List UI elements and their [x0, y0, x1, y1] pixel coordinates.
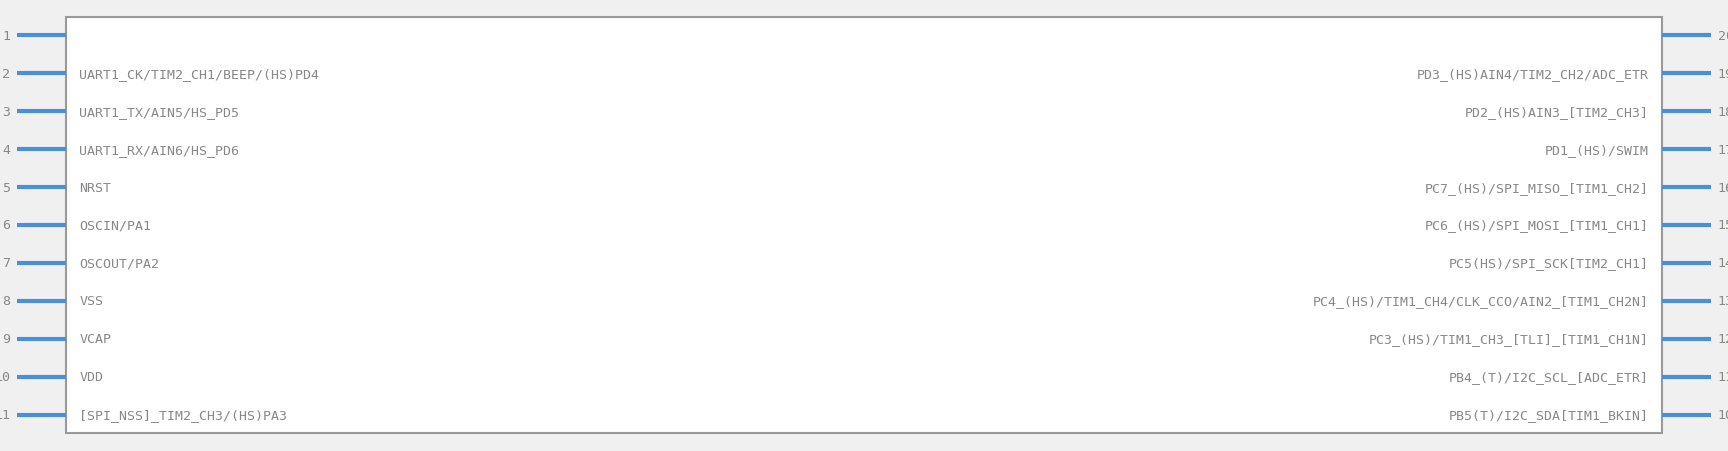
Text: 18: 18 [1718, 106, 1728, 118]
Text: OSCOUT/PA2: OSCOUT/PA2 [79, 257, 159, 270]
Text: 15: 15 [1718, 219, 1728, 232]
Text: 12: 12 [1718, 333, 1728, 345]
Text: 1: 1 [2, 30, 10, 42]
Text: 4: 4 [2, 143, 10, 156]
Text: 19: 19 [1718, 68, 1728, 80]
Text: UART1_RX/AIN6/HS_PD6: UART1_RX/AIN6/HS_PD6 [79, 143, 240, 156]
Text: VSS: VSS [79, 295, 104, 308]
Text: 2: 2 [2, 68, 10, 80]
Text: [SPI_NSS]_TIM2_CH3/(HS)PA3: [SPI_NSS]_TIM2_CH3/(HS)PA3 [79, 409, 287, 421]
Text: PD1_(HS)/SWIM: PD1_(HS)/SWIM [1545, 143, 1649, 156]
Text: PC3_(HS)/TIM1_CH3_[TLI]_[TIM1_CH1N]: PC3_(HS)/TIM1_CH3_[TLI]_[TIM1_CH1N] [1369, 333, 1649, 345]
Text: PC6_(HS)/SPI_MOSI_[TIM1_CH1]: PC6_(HS)/SPI_MOSI_[TIM1_CH1] [1424, 219, 1649, 232]
Text: PD3_(HS)AIN4/TIM2_CH2/ADC_ETR: PD3_(HS)AIN4/TIM2_CH2/ADC_ETR [1417, 68, 1649, 80]
Text: 5: 5 [2, 181, 10, 194]
Text: PC4_(HS)/TIM1_CH4/CLK_CCO/AIN2_[TIM1_CH2N]: PC4_(HS)/TIM1_CH4/CLK_CCO/AIN2_[TIM1_CH2… [1313, 295, 1649, 308]
Text: NRST: NRST [79, 181, 112, 194]
Text: VDD: VDD [79, 371, 104, 383]
Text: PB5(T)/I2C_SDA[TIM1_BKIN]: PB5(T)/I2C_SDA[TIM1_BKIN] [1448, 409, 1649, 421]
Text: OSCIN/PA1: OSCIN/PA1 [79, 219, 152, 232]
Text: 6: 6 [2, 219, 10, 232]
Text: PD2_(HS)AIN3_[TIM2_CH3]: PD2_(HS)AIN3_[TIM2_CH3] [1465, 106, 1649, 118]
Text: PC7_(HS)/SPI_MISO_[TIM1_CH2]: PC7_(HS)/SPI_MISO_[TIM1_CH2] [1424, 181, 1649, 194]
Text: 17: 17 [1718, 143, 1728, 156]
Text: 7: 7 [2, 257, 10, 270]
Text: UART1_CK/TIM2_CH1/BEEP/(HS)PD4: UART1_CK/TIM2_CH1/BEEP/(HS)PD4 [79, 68, 320, 80]
Text: PB4_(T)/I2C_SCL_[ADC_ETR]: PB4_(T)/I2C_SCL_[ADC_ETR] [1448, 371, 1649, 383]
Text: 10: 10 [0, 371, 10, 383]
Text: VCAP: VCAP [79, 333, 112, 345]
Text: 11: 11 [0, 409, 10, 421]
Text: 11: 11 [1718, 371, 1728, 383]
Text: 14: 14 [1718, 257, 1728, 270]
Text: 8: 8 [2, 295, 10, 308]
Text: 10: 10 [1718, 409, 1728, 421]
Text: 16: 16 [1718, 181, 1728, 194]
Text: 13: 13 [1718, 295, 1728, 308]
Text: 3: 3 [2, 106, 10, 118]
Text: UART1_TX/AIN5/HS_PD5: UART1_TX/AIN5/HS_PD5 [79, 106, 240, 118]
Text: 9: 9 [2, 333, 10, 345]
Text: PC5(HS)/SPI_SCK[TIM2_CH1]: PC5(HS)/SPI_SCK[TIM2_CH1] [1448, 257, 1649, 270]
Text: 20: 20 [1718, 30, 1728, 42]
